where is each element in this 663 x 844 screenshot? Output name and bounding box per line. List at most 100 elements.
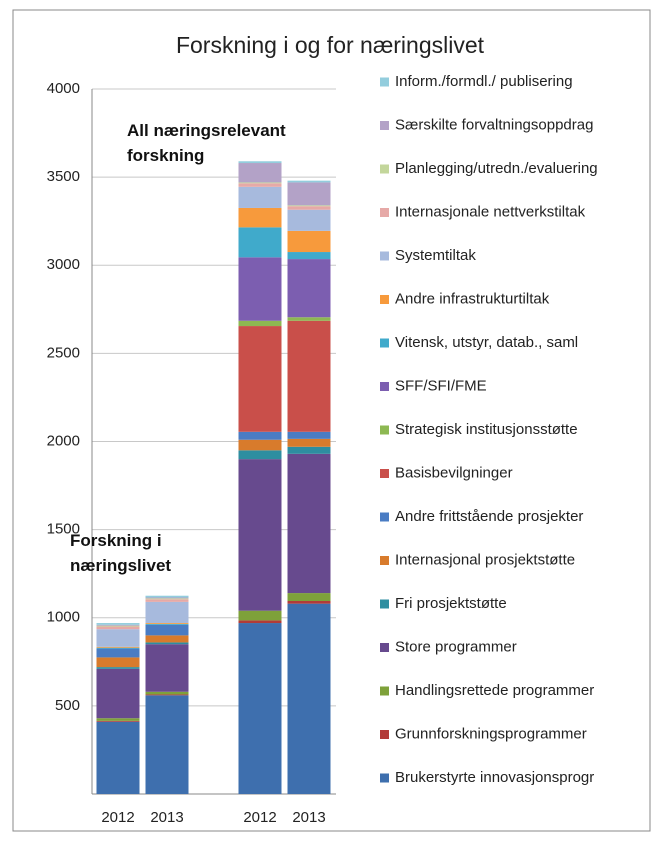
bar-segment [287,206,331,210]
bar-segment [145,623,189,624]
legend-swatch [380,251,389,261]
y-tick-label: 4000 [47,80,80,97]
bar-segment [145,644,189,692]
bar-segment [96,623,140,625]
bar-segment [287,205,331,207]
bar-segment [96,626,140,630]
x-tick-label: 2012 [243,809,276,826]
bar-segment [287,317,331,321]
bar-segment [96,646,140,648]
bar-segment [145,694,189,696]
bar-segment [145,642,189,645]
bar-segment [96,667,140,669]
bar-segment [96,718,140,721]
bar-segment [238,183,282,187]
y-tick-label: 3000 [47,256,80,273]
legend-swatch [380,643,389,652]
bar-segment [145,623,189,625]
bar-segment [145,601,189,624]
bar-segment [145,691,189,695]
bar-segment [96,668,140,719]
bar-segment [145,595,189,598]
legend-label: Fri prosjektstøtte [395,595,507,612]
bar-segment [238,207,282,228]
legend-label: Handlingsrettede programmer [395,682,594,699]
legend-swatch [380,686,389,696]
legend-label: Planlegging/utredn./evaluering [395,160,598,177]
x-tick-label: 2012 [101,809,134,826]
legend-label: SFF/SFI/FME [395,377,487,394]
bar-segment [238,163,282,183]
legend-swatch [380,121,389,130]
bar-segment [287,446,331,454]
bar-segment [96,647,140,649]
y-tick-label: 2500 [47,344,80,361]
legend-swatch [380,295,389,304]
bar-segment [96,657,140,668]
bar-segment [145,599,189,602]
bar-segment [287,320,331,432]
legend-swatch [380,77,389,87]
bar-segment [287,259,331,318]
bar-segment [238,161,282,164]
bar-segment [145,624,189,636]
legend-label: Andre frittstående prosjekter [395,508,583,525]
bar-segment [287,252,331,260]
bar-segment [238,186,282,208]
bar-segment [287,180,331,183]
bar-segment [238,439,282,451]
bar-segment [145,597,189,599]
bar-segment [238,610,282,621]
bar-segment [287,593,331,602]
y-tick-label: 3500 [47,168,80,185]
annotation: Forskning i næringslivet [70,531,172,575]
bar-segment [238,182,282,184]
legend-label: Internasjonale nettverkstiltak [395,203,586,220]
bar-segment [238,257,282,321]
legend-swatch [380,425,389,435]
chart-title: Forskning i og for næringslivet [176,32,485,58]
bar-segment [287,601,331,604]
bar-segment [145,635,189,643]
legend-swatch [380,338,389,348]
bar-segment [287,453,331,594]
annotation: All næringsrelevant forskning [127,121,286,165]
legend-label: Vitensk, utstyr, datab., saml [395,334,578,351]
legend-label: Særskilte forvaltningsoppdrag [395,116,593,133]
bar-segment [145,695,189,794]
bar-segment [287,230,331,253]
bar-segment [287,182,331,206]
bar-segment [96,720,140,722]
legend-label: Systemtiltak [395,247,476,264]
legend-label: Inform./formdl./ publisering [395,73,573,90]
legend-swatch [380,730,389,739]
bar-segment [238,623,282,794]
legend-swatch [380,164,389,174]
legend-swatch [380,512,389,522]
bar-segment [145,598,189,600]
legend-swatch [380,773,389,783]
bar-segment [96,624,140,626]
y-tick-label: 1000 [47,609,80,626]
x-tick-label: 2013 [292,809,325,826]
legend-swatch [380,208,389,217]
bar-segment [287,431,331,439]
legend-label: Brukerstyrte innovasjonsprogr [395,769,594,786]
bar-segment [96,721,140,794]
y-tick-label: 1500 [47,521,80,538]
legend-label: Basisbevilgninger [395,464,513,481]
bar-segment [238,227,282,258]
bar-segment [287,603,331,794]
legend-label: Internasjonal prosjektstøtte [395,551,575,568]
legend-swatch [380,469,389,478]
legend-swatch [380,599,389,609]
legend-label: Grunnforskningsprogrammer [395,725,587,742]
bar-segment [96,648,140,658]
y-tick-label: 500 [55,697,80,714]
x-tick-label: 2013 [150,809,183,826]
bar-segment [238,459,282,611]
legend-label: Andre infrastrukturtiltak [395,290,550,307]
bar-segment [287,438,331,447]
legend-swatch [380,382,389,391]
